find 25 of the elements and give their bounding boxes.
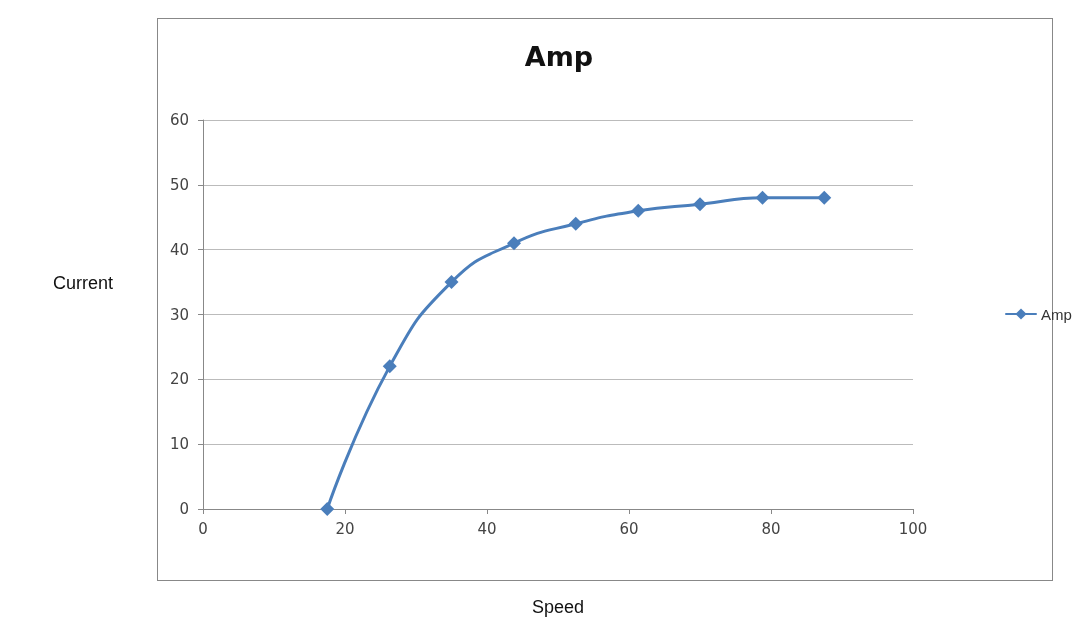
point (444, 275, 459, 290)
x-tick-label: 100 (898, 519, 928, 538)
x-tick-label: 0 (198, 519, 208, 538)
y-axis-title: Current (53, 273, 114, 293)
x-tick-label: 60 (619, 519, 639, 538)
x-tick-label: 40 (477, 519, 497, 538)
chart-title: Amp (524, 41, 594, 72)
point (693, 197, 707, 212)
y-tick-label: 10 (169, 435, 189, 454)
point (320, 502, 335, 516)
y-tick-label: 0 (179, 500, 189, 518)
y-tick-label: 40 (169, 240, 189, 259)
y-tick-label: 50 (169, 175, 189, 194)
point (568, 216, 583, 231)
point (631, 203, 646, 218)
y-tick-label: 60 (169, 111, 189, 129)
x-axis-title: Speed (532, 597, 585, 617)
point (817, 190, 832, 205)
y-tick-label: 20 (169, 370, 189, 389)
y-tick-label: 30 (169, 305, 189, 324)
point (755, 190, 770, 205)
x-tick-label: 80 (761, 519, 781, 538)
point (506, 236, 521, 251)
x-tick-label: 20 (335, 519, 355, 538)
point (382, 359, 397, 374)
